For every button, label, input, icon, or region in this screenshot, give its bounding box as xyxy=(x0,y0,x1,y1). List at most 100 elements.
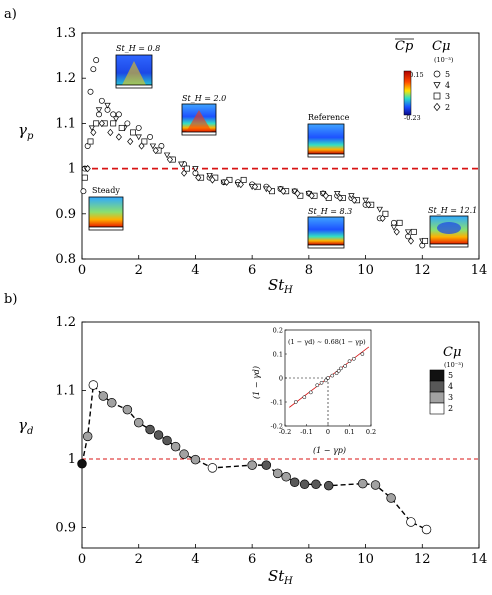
data-point-diamond xyxy=(223,178,230,186)
data-point-circle xyxy=(98,97,105,104)
inset-point xyxy=(343,364,348,368)
data-point xyxy=(162,435,172,446)
inset-y-tick-label: -0.1 xyxy=(270,399,283,407)
data-point-diamond xyxy=(98,119,105,128)
inset-point xyxy=(339,366,343,371)
legend-marker-rows: 5 4 3 2 xyxy=(433,70,450,112)
inset-y-tick-label: -0.2 xyxy=(270,423,283,431)
legend-cbar-min: -0.23 xyxy=(404,114,421,122)
panel-a-x-ticks: 0 2 4 6 8 10 12 14 xyxy=(78,255,487,278)
panel-b-y-ticks: 0.9 1 1.1 1.2 xyxy=(55,315,86,535)
panel-a-legend: Cp Cμ (10⁻³) -0.15 -0.23 5 4 3 2 xyxy=(395,38,454,122)
data-point xyxy=(77,459,87,469)
inset-st08-base xyxy=(115,84,153,89)
data-point xyxy=(323,480,334,491)
x-tick-label: 8 xyxy=(305,552,313,567)
x-tick-label: 10 xyxy=(357,552,374,567)
panel-a-inset-st12.1: St_H = 12.1 xyxy=(428,206,477,248)
data-point xyxy=(272,468,283,479)
data-point-diamond xyxy=(138,142,145,150)
legend-swatch xyxy=(429,369,445,382)
inset-st08-label: St_H = 0.8 xyxy=(116,44,160,53)
inset-st20-core xyxy=(186,110,212,132)
x-tick-label: 0 xyxy=(78,263,86,278)
legend-diamond-marker xyxy=(433,102,441,112)
panel-a-ylabel: γ p xyxy=(18,121,34,142)
panel-a-y-ticks: 0.8 0.9 1 1.1 1.2 1.3 xyxy=(55,26,86,267)
data-point-circle xyxy=(147,134,154,140)
data-point-diamond xyxy=(90,128,97,137)
y-tick-label: 1.2 xyxy=(55,71,76,86)
legend-swatch xyxy=(429,391,445,404)
data-point xyxy=(145,424,155,435)
data-point-circle xyxy=(93,57,100,64)
data-point xyxy=(82,431,93,442)
x-tick-label: 6 xyxy=(248,552,256,567)
inset-points xyxy=(293,352,365,404)
data-point xyxy=(299,479,310,490)
data-point xyxy=(281,472,291,482)
data-point xyxy=(122,404,133,415)
inset-reference-base xyxy=(307,153,345,158)
legend-b-swatches: 5 4 3 2 xyxy=(429,369,453,415)
panel-b-legend: Cμ (10⁻³) 5 4 3 2 xyxy=(429,345,464,415)
data-point xyxy=(153,430,164,440)
data-point-diamond xyxy=(322,192,329,200)
y-tick-label: 1.3 xyxy=(55,26,76,41)
data-point-square xyxy=(130,129,136,136)
legend-square-label: 3 xyxy=(445,92,450,101)
data-point xyxy=(107,398,117,408)
y-tick-label: 0.9 xyxy=(55,520,76,535)
inset-point xyxy=(315,383,320,388)
legend-cbar-max: -0.15 xyxy=(407,71,424,79)
panel-a-inset-st0.8: St_H = 0.8 xyxy=(115,44,160,89)
data-point-diamond xyxy=(280,187,287,195)
data-point xyxy=(421,524,432,535)
inset-x-tick-label: -0.1 xyxy=(300,428,313,436)
x-tick-label: 12 xyxy=(414,552,431,567)
panel-a-data-points xyxy=(80,57,429,249)
panel-b-ylabel: γ d xyxy=(18,416,33,437)
x-tick-label: 14 xyxy=(471,263,488,278)
x-tick-label: 2 xyxy=(135,552,143,567)
panel-b-xlabel-sub: H xyxy=(283,576,293,587)
data-point-square xyxy=(382,210,389,217)
panel-a-xlabel: St H xyxy=(268,276,293,296)
data-point xyxy=(406,517,416,527)
inset-point xyxy=(326,376,330,380)
panel-a-xlabel-sub: H xyxy=(283,285,293,296)
panel-a-ylabel-sub: p xyxy=(27,131,34,142)
inset-x-tick-label: 0.2 xyxy=(366,428,376,436)
inset-st121-core xyxy=(437,222,461,234)
inset-x-tick-label: -0.2 xyxy=(279,428,292,436)
data-point-circle xyxy=(90,66,97,73)
data-point-square xyxy=(93,120,100,127)
inset-st121-label: St_H = 12.1 xyxy=(428,206,477,215)
data-point-diamond xyxy=(107,128,114,137)
data-point-circle xyxy=(124,120,131,127)
inset-st121-base xyxy=(429,243,469,248)
legend-circle-label: 5 xyxy=(445,70,450,79)
inset-point xyxy=(347,359,352,364)
inset-st83-map xyxy=(307,216,345,246)
data-point-triangle xyxy=(376,206,383,213)
panel-b-data-points xyxy=(77,380,432,535)
data-point-diamond xyxy=(266,185,273,193)
data-point-square xyxy=(141,138,148,145)
inset-steady-label: Steady xyxy=(92,186,120,195)
inset-y-tick-label: 0.1 xyxy=(273,351,283,359)
data-point-triangle xyxy=(178,161,185,168)
data-point xyxy=(207,463,218,473)
data-point-triangle xyxy=(95,107,103,114)
panel-b-label: b) xyxy=(4,292,17,307)
inset-ylabel: (1 − γd) xyxy=(252,366,261,399)
x-tick-label: 12 xyxy=(414,263,431,278)
data-point-circle xyxy=(110,111,117,118)
panel-b-xlabel: St H xyxy=(268,567,293,587)
legend-swatch-label: 4 xyxy=(448,382,453,391)
legend-swatch-label: 3 xyxy=(448,393,453,402)
data-point-triangle xyxy=(88,125,96,132)
data-point xyxy=(170,441,181,452)
data-point-circle xyxy=(115,111,122,118)
inset-point xyxy=(293,400,298,404)
